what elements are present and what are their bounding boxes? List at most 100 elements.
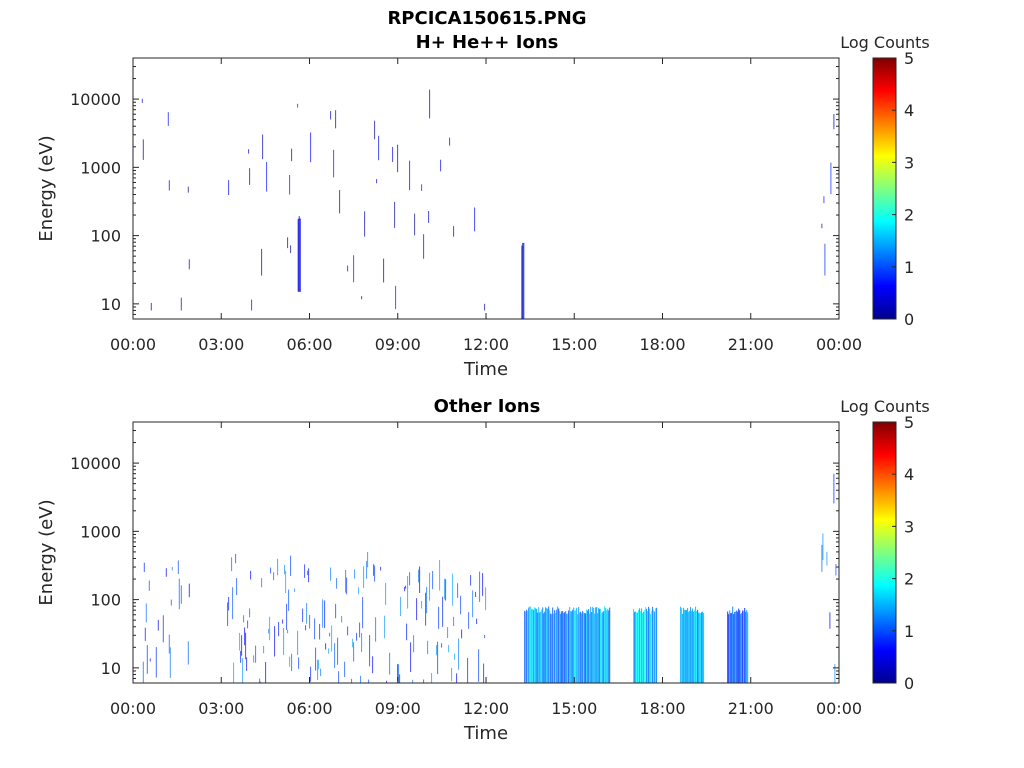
activity-stripe-1 [397, 664, 399, 681]
activity-stripe-5 [738, 608, 740, 683]
activity-stripe-1 [453, 226, 455, 237]
activity-stripe-1 [347, 626, 349, 636]
activity-stripe-0 [144, 627, 146, 641]
colorbar-gradient [872, 57, 897, 320]
x-tick-label: 00:00 [816, 335, 862, 354]
activity-stripe-0 [168, 180, 170, 191]
activity-stripe-0 [180, 297, 182, 311]
activity-stripe-2 [608, 610, 610, 683]
activity-stripe-1 [235, 554, 237, 564]
activity-stripe-0 [155, 647, 157, 678]
activity-stripe-2 [581, 613, 583, 683]
activity-stripe-2 [566, 613, 568, 683]
activity-stripe-2 [562, 611, 564, 683]
activity-stripe-1 [364, 211, 366, 237]
activity-stripe-2 [560, 613, 562, 683]
activity-stripe-5 [727, 611, 729, 683]
colorbar-gradient [872, 421, 897, 684]
activity-stripe-1 [286, 603, 288, 630]
activity-stripe-1 [227, 602, 229, 626]
activity-stripe-1 [421, 600, 423, 609]
activity-stripe-1 [308, 568, 310, 583]
activity-stripe-4 [680, 606, 682, 683]
activity-stripe-2 [529, 606, 531, 683]
activity-stripe-5 [731, 612, 733, 683]
activity-stripe-1 [454, 653, 456, 660]
activity-stripe-1 [484, 634, 486, 639]
activity-stripe-1 [448, 645, 450, 653]
activity-stripe-1 [288, 589, 290, 611]
activity-stripe-1 [409, 160, 411, 191]
activity-stripe-5 [743, 610, 745, 683]
activity-stripe-2 [555, 612, 557, 683]
y-tick-label: 100 [90, 227, 121, 246]
activity-stripe-1 [397, 144, 399, 173]
activity-stripe-2 [599, 609, 601, 683]
activity-stripe-4 [686, 610, 688, 683]
activity-stripe-4 [682, 613, 684, 683]
activity-stripe-3 [640, 611, 642, 683]
activity-stripe-1 [310, 132, 312, 163]
activity-stripe-1 [423, 234, 425, 259]
activity-stripe-1 [297, 103, 299, 108]
activity-stripe-1 [290, 245, 292, 254]
activity-stripe-4 [681, 608, 683, 683]
activity-stripe-2 [582, 611, 584, 683]
activity-stripe-2 [583, 612, 585, 683]
activity-stripe-3 [641, 608, 643, 683]
activity-stripe-1 [452, 573, 454, 606]
activity-stripe-1 [437, 641, 439, 675]
colorbar-tick-label: 0 [904, 674, 914, 693]
activity-stripe-1 [398, 664, 400, 683]
activity-stripe-2 [536, 609, 538, 683]
activity-stripe-0 [162, 615, 164, 643]
activity-stripe-3 [643, 611, 645, 683]
activity-stripe-0 [146, 645, 148, 674]
activity-stripe-4 [683, 607, 685, 683]
x-axis: 00:00 03:00 06:00 09:00 12:00 15:00 18:00 21:00… [110, 422, 862, 744]
activity-stripe-4 [823, 196, 825, 204]
activity-stripe-1 [467, 657, 469, 683]
activity-stripe-1 [277, 558, 279, 576]
activity-stripe-3 [635, 611, 637, 683]
activity-stripe-3 [656, 607, 658, 683]
activity-stripe-1 [247, 620, 249, 629]
spectrogram-data [142, 473, 837, 683]
y-axis-label: Energy (eV) [36, 499, 57, 605]
activity-stripe-4 [692, 608, 694, 683]
activity-stripe-5 [730, 613, 732, 683]
activity-stripe-1 [228, 180, 230, 195]
activity-stripe-5 [733, 614, 735, 683]
activity-stripe-2 [606, 610, 608, 683]
activity-stripe-1 [429, 89, 431, 119]
activity-stripe-1 [228, 597, 230, 611]
activity-stripe-5 [732, 606, 734, 683]
activity-stripe-1 [242, 658, 244, 683]
activity-stripe-1 [314, 618, 316, 640]
activity-stripe-1 [336, 578, 338, 589]
activity-stripe-0 [150, 302, 152, 311]
activity-stripe-1 [400, 596, 402, 616]
x-tick-label: 00:00 [816, 699, 862, 718]
activity-stripe-1 [361, 296, 363, 300]
activity-stripe-2 [571, 611, 573, 683]
x-tick-label: 00:00 [110, 699, 156, 718]
activity-stripe-1 [375, 617, 377, 642]
activity-stripe-0 [168, 634, 170, 654]
activity-stripe-2 [528, 607, 530, 683]
activity-stripe-1 [474, 207, 476, 232]
y-tick-label: 10 [101, 295, 121, 314]
colorbar-tick-label: 5 [904, 49, 914, 68]
activity-stripe-4 [702, 611, 704, 683]
activity-stripe-2 [588, 609, 590, 683]
activity-stripe-1 [478, 649, 480, 682]
activity-stripe-1 [410, 642, 412, 672]
activity-stripe-2 [524, 610, 526, 683]
colorbar-label: Log Counts [840, 33, 930, 52]
activity-stripe-4 [697, 609, 699, 683]
activity-stripe-1 [297, 630, 299, 656]
activity-stripe-0 [142, 661, 144, 683]
activity-stripe-1 [302, 608, 304, 623]
activity-stripe-2 [594, 613, 596, 683]
colorbar-tick-label: 1 [904, 258, 914, 277]
